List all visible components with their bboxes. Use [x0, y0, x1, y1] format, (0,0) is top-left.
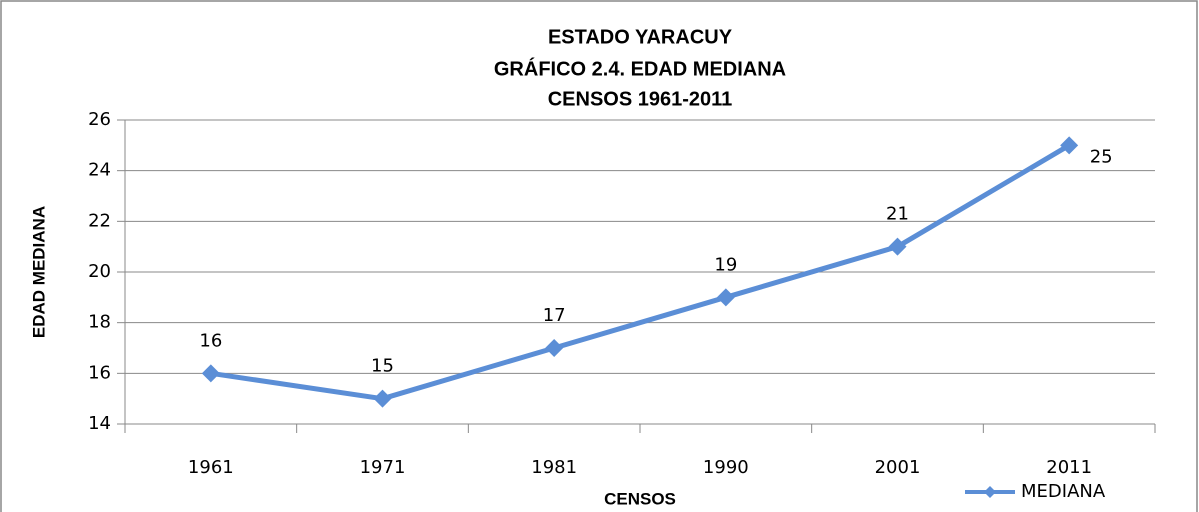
y-tick-label: 16: [88, 362, 111, 383]
chart-title: GRÁFICO 2.4. EDAD MEDIANA: [494, 57, 786, 80]
chart-title: ESTADO YARACUY: [548, 26, 733, 48]
data-label: 19: [714, 254, 737, 275]
chart-title: CENSOS 1961-2011: [548, 88, 733, 110]
legend-label: MEDIANA: [1021, 481, 1106, 502]
x-tick-label: 1961: [188, 457, 234, 478]
data-label: 17: [543, 305, 566, 326]
data-label: 21: [886, 204, 909, 225]
y-tick-label: 20: [88, 261, 111, 282]
legend-marker: [984, 486, 996, 498]
y-tick-label: 24: [88, 160, 111, 181]
y-tick-label: 14: [88, 413, 111, 434]
x-tick-label: 1981: [531, 457, 577, 478]
y-tick-label: 18: [88, 312, 111, 333]
series-line: [210, 143, 1071, 402]
y-axis-title: EDAD MEDIANA: [29, 206, 48, 338]
y-tick-label: 26: [88, 109, 111, 130]
y-tick-label: 22: [88, 210, 111, 231]
x-tick-label: 2001: [875, 457, 921, 478]
marker: [888, 237, 907, 256]
x-tick-label: 1971: [360, 457, 406, 478]
x-axis-title: CENSOS: [604, 489, 676, 508]
x-tick-label: 1990: [703, 457, 749, 478]
marker: [201, 364, 220, 383]
marker: [373, 389, 392, 408]
marker: [716, 288, 735, 307]
marker: [1060, 136, 1079, 155]
data-label: 15: [371, 356, 394, 377]
x-tick-label: 2011: [1046, 457, 1092, 478]
marker: [545, 339, 564, 357]
data-label: 16: [199, 330, 222, 351]
data-label: 25: [1090, 146, 1113, 167]
